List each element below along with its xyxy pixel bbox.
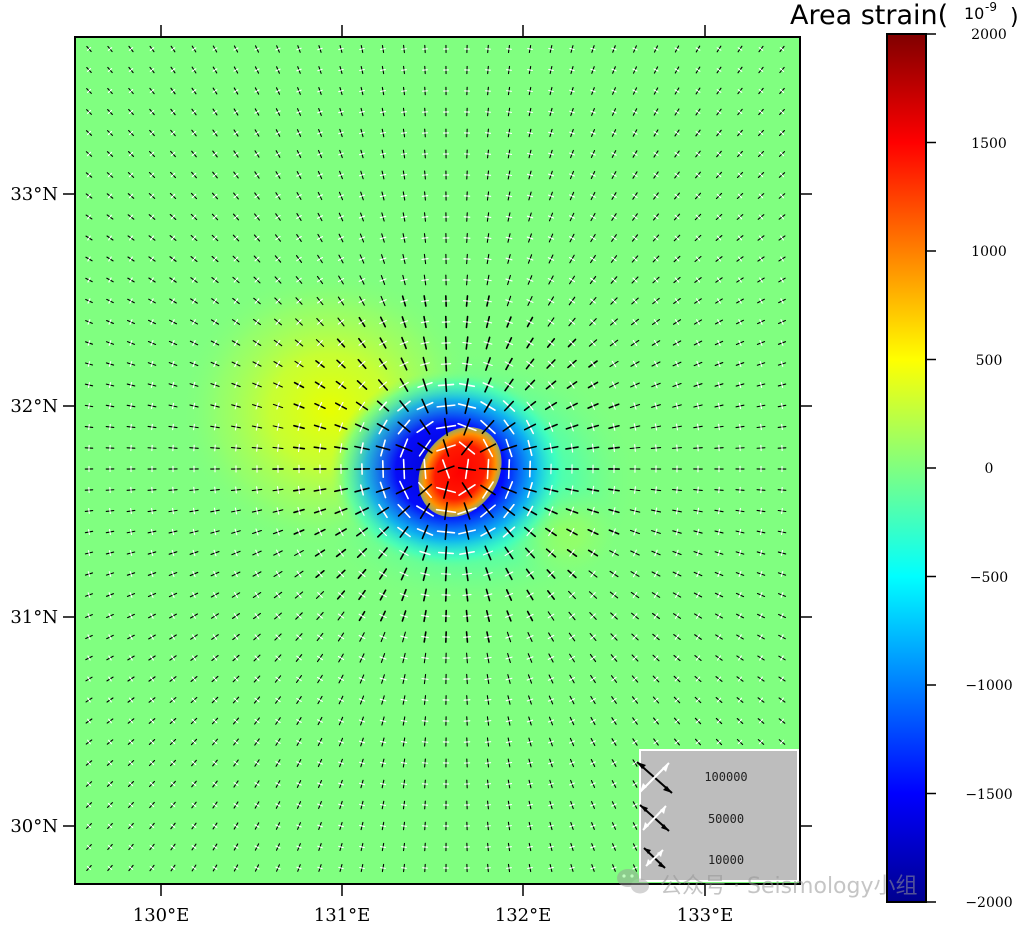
lon-label-132: 132°E xyxy=(495,905,552,926)
legend-label-100000: 100000 xyxy=(704,770,747,784)
strain-map-panel: 130°E 131°E 132°E 133°E 33°N 32°N 31°N 3… xyxy=(10,25,812,926)
lat-label-32: 32°N xyxy=(10,396,58,417)
colorbar-tick-0: 0 xyxy=(985,461,994,477)
colorbar-unit-close: ) xyxy=(1010,5,1019,30)
lon-label-131: 131°E xyxy=(314,905,371,926)
colorbar-gradient xyxy=(886,33,927,903)
legend-arrow-10000 xyxy=(643,847,666,869)
legend-label-10000: 10000 xyxy=(708,853,744,867)
area-strain-colorbar: 2000 1500 1000 500 0 −500 −1000 −1500 −2… xyxy=(790,0,1019,911)
colorbar-tick-minus-2000: −2000 xyxy=(965,895,1012,911)
legend-label-50000: 50000 xyxy=(708,812,744,826)
principal-strain-arrows xyxy=(84,44,787,873)
colorbar-ticks xyxy=(926,33,936,903)
colorbar-tick-500: 500 xyxy=(976,353,1003,369)
colorbar-tick-minus-500: −500 xyxy=(970,570,1008,586)
legend-box xyxy=(639,749,799,882)
wechat-icon xyxy=(617,869,649,894)
colorbar-tick-1000: 1000 xyxy=(971,244,1007,260)
watermark: 公众号 · Seismology小组 xyxy=(617,869,918,899)
colorbar-tick-minus-1500: −1500 xyxy=(965,787,1012,803)
map-frame xyxy=(74,36,801,885)
legend-arrow-100000 xyxy=(636,761,673,794)
colorbar-unit-base: 10 xyxy=(964,4,984,23)
lat-label-31: 31°N xyxy=(10,607,58,628)
colorbar-unit-exponent: -9 xyxy=(985,0,997,14)
lon-label-130: 130°E xyxy=(133,905,190,926)
map-axis-ticks xyxy=(63,25,812,896)
strain-field xyxy=(84,44,787,873)
arrow-scale-legend: 100000 50000 10000 xyxy=(636,749,799,882)
lon-label-133: 133°E xyxy=(677,905,734,926)
legend-arrow-50000 xyxy=(639,804,670,832)
lat-label-33: 33°N xyxy=(10,184,58,205)
colorbar-tick-2000: 2000 xyxy=(971,27,1007,43)
colorbar-tick-1500: 1500 xyxy=(971,136,1007,152)
colorbar-title: Area strain( xyxy=(790,0,948,31)
colorbar-tick-minus-1000: −1000 xyxy=(965,678,1012,694)
lat-label-30: 30°N xyxy=(10,816,58,837)
watermark-text: 公众号 · Seismology小组 xyxy=(660,874,918,899)
